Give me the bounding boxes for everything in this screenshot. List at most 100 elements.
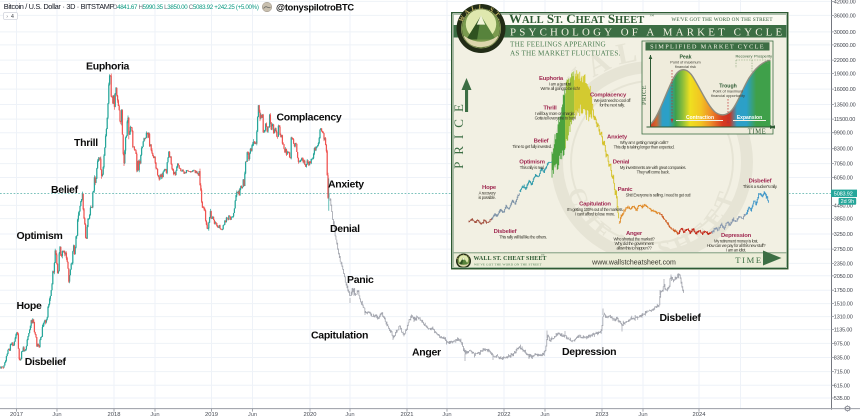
svg-text:2019: 2019 [205,412,218,418]
svg-text:WE'VE GOT THE WORD ON THE STRE: WE'VE GOT THE WORD ON THE STREET [474,262,542,266]
svg-text:2024: 2024 [693,412,707,418]
svg-text:1135.00: 1135.00 [834,328,853,334]
svg-text:We're all going to be rich!: We're all going to be rich! [541,86,580,91]
svg-text:5083.92: 5083.92 [834,191,853,197]
svg-text:I can't afford to lose more.: I can't afford to lose more. [575,211,615,216]
svg-text:Recovery: Recovery [736,54,753,59]
svg-text:A recovery: A recovery [479,191,497,196]
svg-text:2017: 2017 [10,412,23,418]
svg-text:2050.00: 2050.00 [834,274,853,280]
svg-text:2021: 2021 [401,412,414,418]
svg-text:This dip is taking longer than: This dip is taking longer than expected. [614,144,675,149]
svg-text:Euphoria: Euphoria [539,76,564,82]
svg-text:Thrill: Thrill [543,106,557,112]
svg-text:535.00: 535.00 [834,396,850,402]
svg-text:Why am I getting margin calls?: Why am I getting margin calls? [620,140,669,145]
svg-text:Hope: Hope [17,300,43,312]
svg-text:Jun: Jun [638,412,647,418]
svg-text:1510.00: 1510.00 [834,302,853,308]
svg-text:19000.00: 19000.00 [834,72,856,78]
svg-text:Why did the government: Why did the government [615,241,655,246]
svg-text:Thrill: Thrill [74,137,98,149]
svg-text:Disbelief: Disbelief [660,312,702,324]
svg-text:9900.00: 9900.00 [834,131,853,137]
svg-text:4: 4 [11,14,14,20]
svg-text:Jun: Jun [442,412,451,418]
svg-text:My retirement money is lost.: My retirement money is lost. [714,239,758,244]
svg-text:Optimism: Optimism [519,160,545,166]
svg-text:Euphoria: Euphoria [86,61,130,73]
svg-text:2023: 2023 [596,412,609,418]
svg-text:My investments are with great: My investments are with great companies. [620,165,686,170]
svg-text:I'm getting 100% out of the ma: I'm getting 100% out of the markets. [567,207,623,212]
svg-text:Jun: Jun [52,412,61,418]
svg-text:Depression: Depression [562,346,616,358]
svg-text:PSYCHOLOGY OF A MARKET CYCLE: PSYCHOLOGY OF A MARKET CYCLE [510,26,785,38]
svg-text:financial opportunity: financial opportunity [711,94,745,98]
svg-text:Depression: Depression [721,233,752,239]
svg-text:Jun: Jun [150,412,159,418]
svg-text:We just need to cool off: We just need to cool off [594,98,632,103]
svg-text:Panic: Panic [347,274,374,286]
svg-text:Belief: Belief [534,139,549,145]
svg-text:for the next rally.: for the next rally. [600,102,626,107]
svg-text:This rally will fail like the: This rally will fail like the others. [499,235,547,240]
svg-text:PRICE: PRICE [641,85,648,105]
svg-text:4450.00: 4450.00 [834,203,853,209]
svg-text:WALL ST. CHEAT SHEET: WALL ST. CHEAT SHEET [474,256,547,262]
svg-text:financial risk: financial risk [675,65,696,69]
svg-text:Expansion: Expansion [737,115,762,121]
svg-text:8300.00: 8300.00 [834,147,853,153]
svg-text:Anger: Anger [412,347,441,359]
svg-text:2350.00: 2350.00 [834,261,853,267]
svg-text:1750.00: 1750.00 [834,288,853,294]
svg-text:22000.00: 22000.00 [834,58,856,64]
svg-text:Bitcoin / U.S. Dollar: Bitcoin / U.S. Dollar [4,2,62,11]
svg-text:Peak: Peak [679,55,691,61]
svg-text:Shit! Everyone is selling. I n: Shit! Everyone is selling. I need to get… [626,193,691,198]
svg-text:11500.00: 11500.00 [834,117,855,123]
svg-text:Capitulation: Capitulation [579,202,611,208]
svg-text:They will come back.: They will come back. [637,169,670,174]
svg-text:Complacency: Complacency [590,93,627,99]
svg-text:Who shorted the market!?: Who shorted the market!? [614,237,656,242]
svg-text:1310.00: 1310.00 [834,315,853,321]
svg-text:THE FEELINGS APPEARING: THE FEELINGS APPEARING [510,41,606,49]
svg-text:2020: 2020 [304,412,317,418]
svg-text:715.00: 715.00 [834,370,850,376]
svg-text:PRICE: PRICE [451,97,466,169]
svg-text:Disbelief: Disbelief [25,356,67,368]
svg-text:42000.00: 42000.00 [834,0,856,5]
svg-text:Anxiety: Anxiety [607,135,628,141]
svg-text:2018: 2018 [108,412,121,418]
svg-text:30000.00: 30000.00 [834,30,856,36]
svg-text:Denial: Denial [613,160,630,166]
svg-text:16000.00: 16000.00 [834,87,856,93]
svg-text:WE'VE GOT THE WORD ON THE STRE: WE'VE GOT THE WORD ON THE STREET [671,17,773,23]
svg-text:Trough: Trough [719,84,737,90]
svg-text:835.00: 835.00 [834,356,850,362]
svg-text:™: ™ [541,254,545,258]
svg-text:www.wallstcheatsheet.com: www.wallstcheatsheet.com [591,259,676,266]
svg-text:O4841.67 H5990.35 L3850.00 C50: O4841.67 H5990.35 L3850.00 C5083.92 +242… [113,4,259,11]
svg-text:™: ™ [649,14,654,20]
svg-text:3250.00: 3250.00 [834,232,853,238]
svg-text:13500.00: 13500.00 [834,103,856,109]
svg-text:This rally is real.: This rally is real. [520,165,545,170]
svg-text:2d 9h: 2d 9h [841,199,855,205]
svg-text:SIMPLIFIED MARKET CYCLE: SIMPLIFIED MARKET CYCLE [650,44,765,51]
svg-text:Jun: Jun [248,412,257,418]
svg-text:How can we pay for all this ne: How can we pay for all this new stuff? [707,243,767,248]
svg-text:3850.00: 3850.00 [834,217,853,223]
svg-text:Panic: Panic [618,187,634,193]
svg-text:Jun: Jun [345,412,354,418]
svg-text:Anger: Anger [626,231,643,237]
svg-text:is possible.: is possible. [478,195,495,200]
svg-text:Time to get fully invested.: Time to get fully invested. [512,144,551,149]
svg-text:Belief: Belief [51,184,79,196]
svg-text:Disbelief: Disbelief [749,179,772,185]
svg-text:⚙: ⚙ [844,404,852,414]
svg-text:allow this to happen??: allow this to happen?? [616,245,652,250]
svg-text:@tonyspilotroBTC: @tonyspilotroBTC [276,3,354,13]
svg-text:TIME: TIME [748,128,767,135]
